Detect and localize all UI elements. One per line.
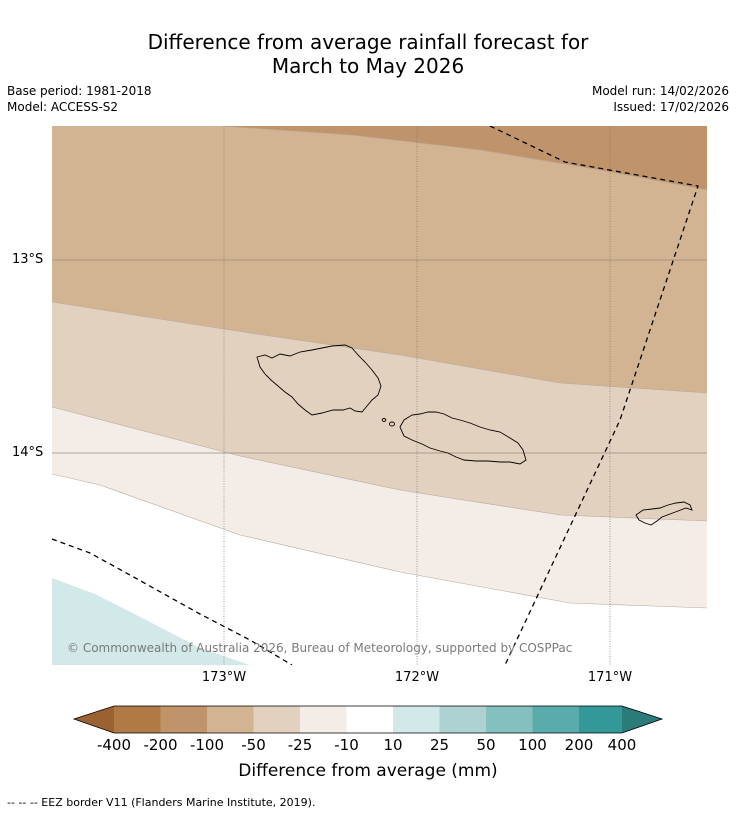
legend-swatch-minus400-minus200	[114, 706, 161, 733]
legend-tick: -25	[287, 736, 313, 754]
legend-swatch-below-minus400	[74, 706, 114, 733]
lat-label-14s: 14°S	[12, 445, 44, 460]
lon-label-172w: 172°W	[394, 670, 440, 685]
legend-swatch-100-200	[532, 706, 579, 733]
legend-title: Difference from average (mm)	[238, 761, 498, 781]
meta-right: Model run: 14/02/2026 Issued: 17/02/2026	[592, 83, 729, 115]
legend-tick: 10	[383, 736, 403, 754]
legend-outline	[72, 705, 664, 734]
legend-tick: 200	[564, 736, 594, 754]
region-minus25-to-minus10	[52, 407, 707, 608]
legend-swatch-minus200-minus100	[160, 706, 207, 733]
meta-left: Base period: 1981-2018 Model: ACCESS-S2	[7, 83, 152, 115]
savaii-island	[256, 344, 382, 416]
legend-swatch-50-100	[486, 706, 533, 733]
manono-island	[381, 418, 387, 422]
region-minus200-to-minus100	[52, 126, 707, 190]
lon-label-171w: 171°W	[587, 670, 633, 685]
graticule	[52, 126, 707, 665]
legend-tick: 25	[429, 736, 450, 754]
legend-tick: -400	[96, 736, 132, 754]
legend-colorbar	[72, 705, 664, 734]
legend-swatch-minus10-10	[346, 706, 393, 733]
legend-tick: 50	[476, 736, 496, 754]
tutuila-island	[635, 501, 693, 526]
region-minus50-to-minus25	[52, 302, 707, 521]
samoa-islands	[256, 344, 693, 526]
model-run-text: Model run: 14/02/2026	[591, 84, 729, 98]
lat-label-13s: 13°S	[12, 252, 44, 267]
map-area	[52, 126, 707, 665]
legend-swatch-200-400	[579, 706, 622, 733]
legend-swatch-above-400	[622, 706, 662, 733]
legend-swatch-minus100-minus50	[207, 706, 254, 733]
legend-swatch-minus25-minus10	[300, 706, 347, 733]
legend-tick: -200	[143, 736, 178, 754]
copyright-notice: © Commonwealth of Australia 2026, Bureau…	[67, 641, 573, 655]
legend-tick: 100	[518, 736, 547, 754]
region-minus100-to-minus50	[52, 126, 707, 393]
eez-border	[52, 126, 699, 665]
lon-label-173w: 173°W	[201, 670, 247, 685]
legend-tick: -50	[241, 736, 266, 754]
upolu-island	[399, 411, 527, 465]
legend-tick: 400	[607, 736, 637, 754]
legend-tick: -100	[189, 736, 225, 754]
map-title: Difference from average rainfall forecas…	[0, 30, 736, 78]
title-line-1: Difference from average rainfall forecas…	[147, 30, 589, 54]
model-text: Model: ACCESS-S2	[7, 100, 119, 114]
legend-tick: -10	[334, 736, 359, 754]
apolima-island	[389, 421, 395, 427]
legend-swatch-minus50-minus25	[253, 706, 300, 733]
legend-swatch-10-25	[393, 706, 440, 733]
contour-lines	[52, 126, 707, 609]
region-10-to-25	[52, 578, 250, 665]
base-period-text: Base period: 1981-2018	[7, 84, 152, 98]
title-line-2: March to May 2026	[271, 54, 465, 78]
legend-swatch-25-50	[439, 706, 486, 733]
issued-text: Issued: 17/02/2026	[613, 100, 729, 114]
eez-footnote: -- -- -- EEZ border V11 (Flanders Marine…	[7, 796, 316, 809]
